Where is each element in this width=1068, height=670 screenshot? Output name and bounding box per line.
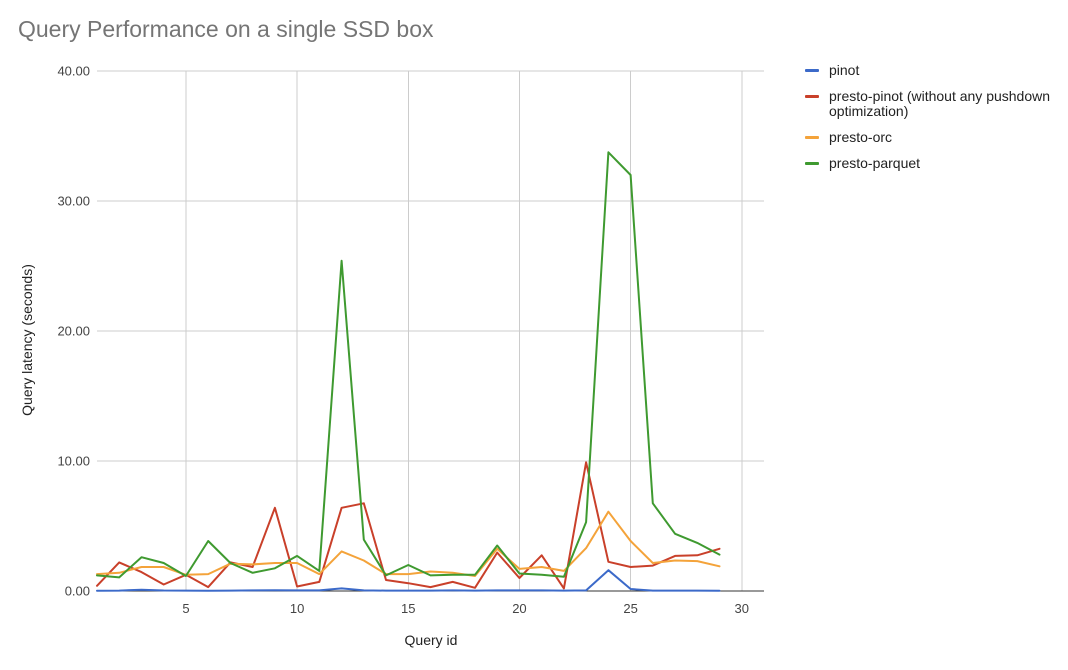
- series-line-presto-pinot-without-any-pushdown-optimization: [96, 461, 721, 590]
- gridlines: [97, 70, 764, 592]
- legend-label-pinot: pinot: [829, 62, 860, 78]
- chart-title: Query Performance on a single SSD box: [18, 16, 434, 42]
- series-lines: [96, 151, 721, 592]
- series-line-presto-parquet: [96, 151, 721, 579]
- legend-swatch-pinot: [805, 69, 819, 72]
- y-tick-label-40: 40.00: [57, 64, 90, 79]
- legend-item-presto-pinot: presto-pinot (without any pushdown optim…: [805, 89, 1063, 119]
- series-line-pinot: [96, 569, 721, 592]
- legend-item-pinot: pinot: [805, 63, 1063, 78]
- legend-swatch-presto-pinot: [805, 95, 819, 98]
- x-tick-label-20: 20: [512, 601, 526, 616]
- legend-label-presto-pinot: presto-pinot (without any pushdown optim…: [829, 88, 1051, 119]
- y-tick-label-20: 20.00: [57, 324, 90, 339]
- x-tick-label-30: 30: [735, 601, 749, 616]
- legend-item-presto-orc: presto-orc: [805, 130, 1063, 145]
- x-tick-label-10: 10: [290, 601, 304, 616]
- x-axis-ticks: 5 10 15 20 25 30: [182, 601, 749, 616]
- legend-swatch-presto-parquet: [805, 162, 819, 165]
- legend-label-presto-parquet: presto-parquet: [829, 155, 921, 171]
- x-tick-label-5: 5: [182, 601, 189, 616]
- legend-item-presto-parquet: presto-parquet: [805, 156, 1063, 171]
- series-line-presto-orc: [96, 510, 721, 577]
- x-tick-label-15: 15: [401, 601, 415, 616]
- y-axis-title: Query latency (seconds): [19, 264, 35, 416]
- y-tick-label-0: 0.00: [65, 584, 90, 599]
- legend-swatch-presto-orc: [805, 136, 819, 139]
- y-tick-label-30: 30.00: [57, 194, 90, 209]
- x-tick-label-25: 25: [623, 601, 637, 616]
- y-tick-label-10: 10.00: [57, 454, 90, 469]
- legend-label-presto-orc: presto-orc: [829, 129, 893, 145]
- legend: pinot presto-pinot (without any pushdown…: [805, 63, 1063, 182]
- x-axis-title: Query id: [405, 632, 458, 648]
- y-axis-ticks: 0.00 10.00 20.00 30.00 40.00: [57, 64, 90, 599]
